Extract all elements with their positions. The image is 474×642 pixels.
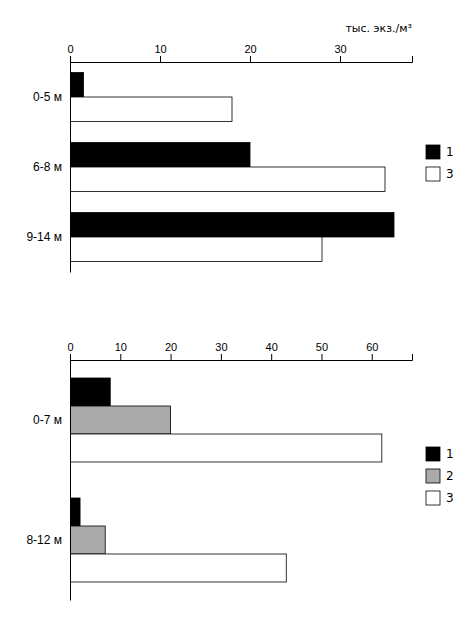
x-tick-label: 20 (244, 43, 256, 55)
y-tick: 8-12 м (26, 533, 70, 547)
x-tick: 0 (67, 43, 73, 62)
y-tick: 9-14 м (26, 230, 70, 244)
x-tick-label: 10 (154, 43, 166, 55)
x-axis: 0 10 20 30 (67, 43, 412, 63)
x-tick-label: 40 (266, 341, 278, 353)
x-axis-title: тыс. экз./м³ (345, 22, 412, 35)
x-axis-line (71, 354, 413, 361)
x-tick-mark (271, 354, 272, 360)
y-tick-label: 8-12 м (26, 533, 62, 547)
x-tick-mark (171, 354, 172, 360)
y-axis-line (70, 63, 71, 273)
x-tick-mark (340, 56, 341, 62)
legend: 1 2 3 (426, 447, 454, 505)
x-tick: 60 (366, 341, 378, 360)
legend-swatch (426, 145, 440, 159)
x-tick-mark (221, 354, 222, 360)
bar (70, 378, 110, 406)
x-tick: 20 (244, 43, 256, 62)
x-tick-label: 50 (316, 341, 328, 353)
x-tick: 10 (115, 341, 127, 360)
legend-item: 3 (426, 491, 454, 505)
x-tick-mark (70, 354, 71, 360)
legend-label: 3 (446, 491, 454, 505)
legend-swatch (426, 469, 440, 483)
legend-label: 2 (446, 469, 454, 483)
y-tick-label: 6-8 м (33, 160, 62, 174)
legend-label: 1 (446, 447, 454, 461)
legend-item: 1 (426, 145, 454, 159)
bar (70, 73, 84, 98)
x-tick-label: 60 (366, 341, 378, 353)
bar (70, 97, 232, 122)
x-tick-mark (250, 56, 251, 62)
x-tick-mark (70, 56, 71, 62)
bar (70, 213, 394, 238)
bar (70, 554, 286, 582)
y-tick-label: 9-14 м (26, 230, 62, 244)
legend-swatch (426, 491, 440, 505)
chart-panel: 01020300-5 м6-8 м9-14 мтыс. экз./м³13 (26, 22, 453, 273)
chart-panel: 0 10 20 30 40 50 60 0-7 м 8-12 м 1 2 3 (26, 341, 453, 601)
x-tick-mark (120, 354, 121, 360)
legend-swatch (426, 167, 440, 181)
y-tick: 0-5 м (33, 90, 70, 104)
legend-item: 2 (426, 469, 454, 483)
x-tick-label: 0 (67, 341, 73, 353)
x-tick-label: 10 (115, 341, 127, 353)
legend: 13 (426, 145, 454, 181)
x-tick-label: 20 (165, 341, 177, 353)
bar (70, 434, 382, 462)
x-tick: 40 (266, 341, 278, 360)
x-tick: 10 (154, 43, 166, 62)
x-axis: 0 10 20 30 40 50 60 (67, 341, 412, 361)
bar (70, 526, 105, 554)
y-axis: 0-7 м 8-12 м (26, 361, 70, 601)
legend-label: 3 (446, 167, 454, 181)
x-tick-mark (321, 354, 322, 360)
bar (70, 237, 322, 262)
bar (70, 498, 80, 526)
y-tick: 0-7 м (33, 413, 70, 427)
bar (70, 406, 171, 434)
x-tick: 20 (165, 341, 177, 360)
legend-item: 3 (426, 167, 454, 181)
x-tick-mark (160, 56, 161, 62)
y-tick: 6-8 м (33, 160, 70, 174)
x-tick: 0 (67, 341, 73, 360)
y-axis: 0-5 м 6-8 м 9-14 м (26, 63, 70, 273)
bar (70, 167, 385, 192)
x-tick-label: 30 (215, 341, 227, 353)
chart-svg: 01020300-5 м6-8 м9-14 мтыс. экз./м³13010… (0, 0, 474, 642)
legend-label: 1 (446, 145, 454, 159)
x-tick-label: 0 (67, 43, 73, 55)
bars (70, 73, 394, 262)
x-tick: 50 (316, 341, 328, 360)
bars (70, 378, 382, 582)
y-tick-label: 0-7 м (33, 413, 62, 427)
x-tick: 30 (334, 43, 346, 62)
y-tick-label: 0-5 м (33, 90, 62, 104)
legend-item: 1 (426, 447, 454, 461)
x-tick-mark (372, 354, 373, 360)
legend-swatch (426, 447, 440, 461)
bar (70, 143, 250, 168)
x-axis-line (71, 56, 413, 63)
y-axis-line (70, 361, 71, 601)
x-tick-label: 30 (334, 43, 346, 55)
x-tick: 30 (215, 341, 227, 360)
